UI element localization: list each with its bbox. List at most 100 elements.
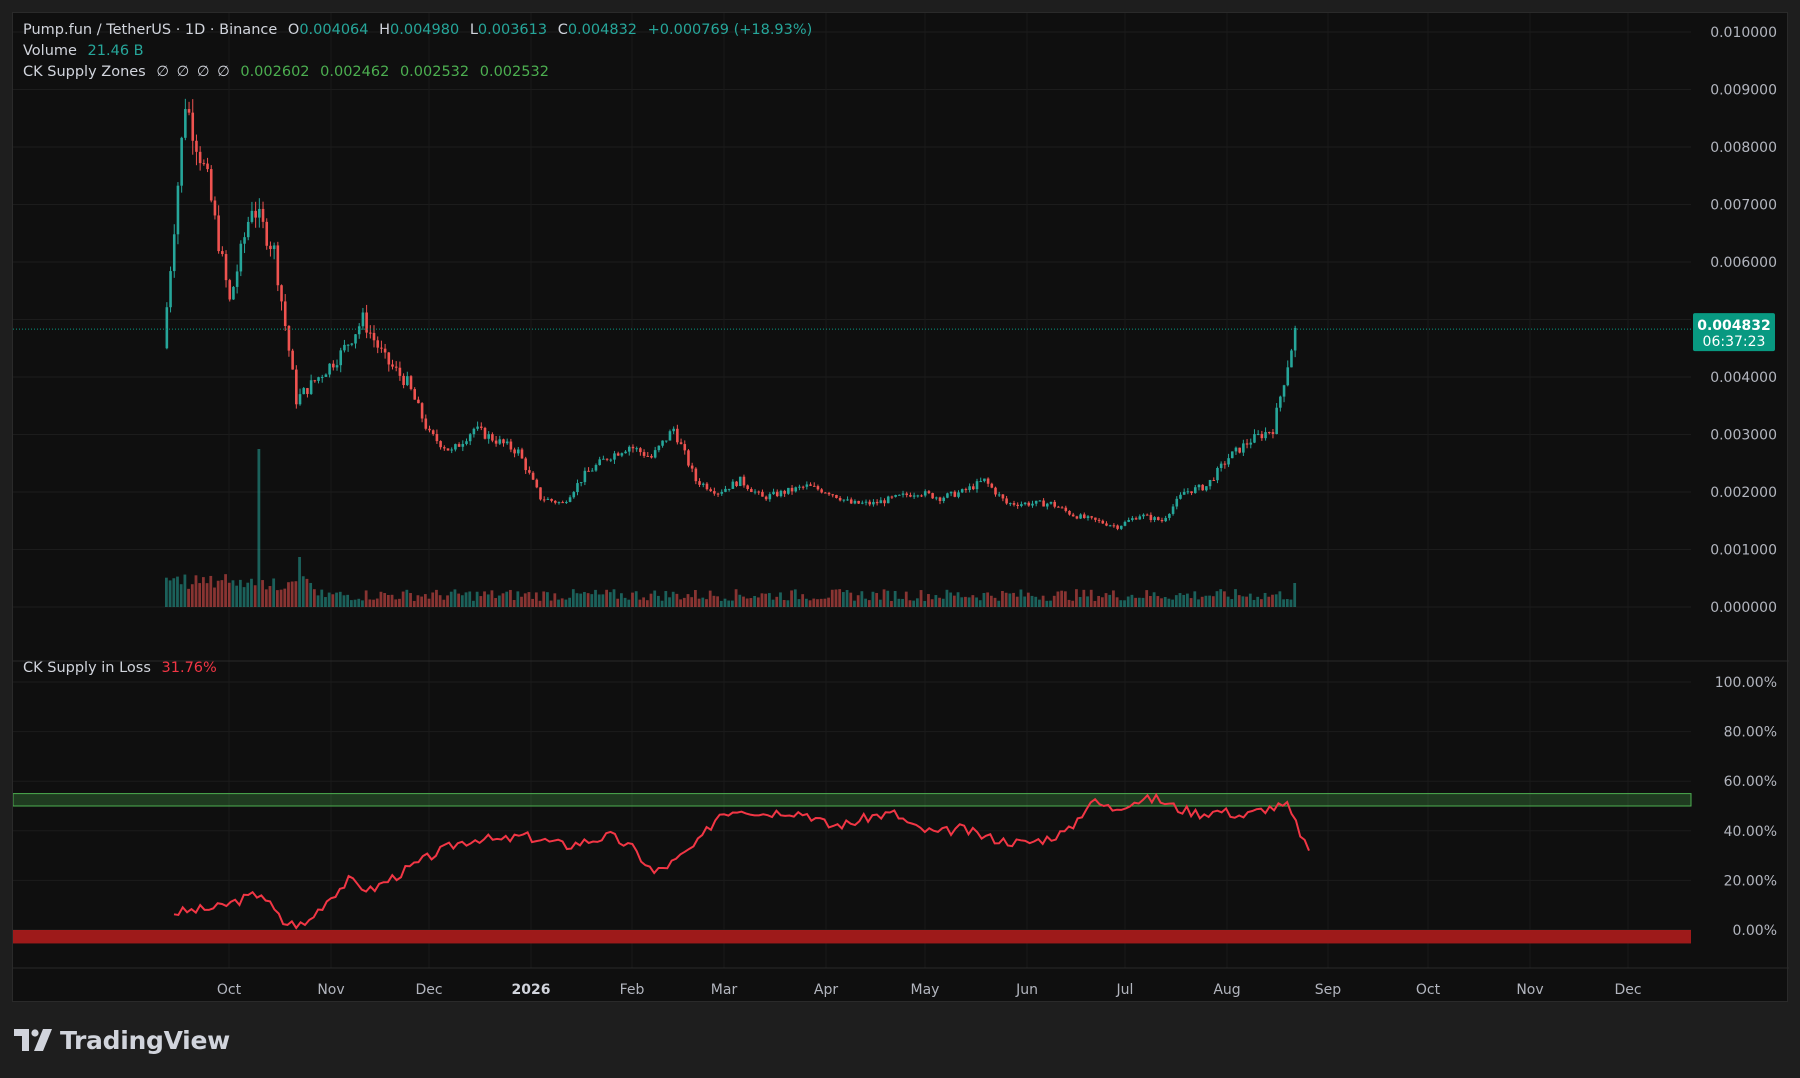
candle-body [701,483,705,485]
candle-body [528,470,531,473]
volume-bar [764,593,768,607]
supply-loss-legend[interactable]: CK Supply in Loss 31.76% [23,660,223,676]
tradingview-logo[interactable]: TradingView [14,1022,230,1058]
candle [875,499,879,506]
candle [550,498,553,503]
candle-body [661,440,664,446]
volume-bar [1200,596,1204,607]
candle [616,451,620,456]
volume-bar [997,600,1001,607]
candle [898,494,901,496]
volume-bar [353,599,357,607]
candle [1101,519,1105,524]
candle [953,490,957,498]
volume-bar [705,599,708,607]
candle-body [1053,501,1056,507]
volume-bar [1282,599,1285,607]
volume-bar [845,590,849,607]
candle-body [465,441,468,444]
candle-body [1290,350,1293,368]
candle [1249,438,1253,449]
candle-body [1256,433,1260,435]
volume-bar [320,589,324,607]
candle-body [413,389,417,400]
volume-bar [890,600,893,607]
volume-bar [853,600,856,607]
candle-body [1153,517,1156,521]
volume-bar [1230,599,1234,607]
volume-bar [1104,593,1108,607]
candle [1134,516,1138,520]
candle [794,486,798,493]
candle-body [1208,479,1212,487]
candle [1234,446,1238,455]
volume-bar [642,597,645,607]
volume-bar [213,587,216,607]
candle-body [380,347,383,349]
volume-bar [701,597,705,607]
volume-legend[interactable]: Volume 21.46 B [23,43,150,59]
volume-bar [812,598,816,607]
volume-bar [649,593,653,607]
candle [468,432,472,446]
volume-bar [938,597,941,607]
time-tick-label: Jul [1116,982,1134,998]
candle [539,487,542,501]
candle [357,323,361,339]
candle-body [1216,467,1219,481]
candle-body [1271,432,1275,434]
candle-body [487,434,490,439]
candle [631,444,635,453]
supply-zones-legend[interactable]: CK Supply Zones ∅ ∅ ∅ ∅ 0.002602 0.00246… [23,64,555,80]
candle [187,101,191,116]
candle [761,489,764,497]
candle [738,476,742,487]
candle-body [1020,504,1023,506]
volume-bar [557,599,560,607]
candle [868,499,872,507]
candle [935,496,938,501]
candle [1123,520,1127,527]
volume-bar [1226,596,1230,607]
candle [676,424,679,445]
candle [576,479,579,496]
candle-body [372,332,376,341]
candle [997,491,1001,497]
loss-tick-label: 20.00% [1724,873,1777,889]
volume-bar [1071,600,1075,607]
volume-bar [390,594,394,607]
candle [372,325,376,348]
candle-body [997,494,1001,496]
candle [1038,500,1042,502]
volume-bar [183,574,187,607]
candle-body [1101,520,1105,524]
loss-tick-label: 100.00% [1715,675,1777,691]
symbol-title[interactable]: Pump.fun / TetherUS · 1D · Binance [23,22,278,38]
candle [498,435,502,446]
candle-body [1267,432,1271,434]
candle-body [409,376,413,390]
candle [679,438,683,445]
volume-bar [1008,593,1012,607]
candle [232,286,235,300]
candle [1219,461,1223,472]
candle [1090,515,1093,520]
candle [1182,488,1186,495]
volume-bar [1086,596,1089,607]
candle-body [809,484,812,486]
candle [1079,513,1082,520]
volume-bar [349,600,353,607]
volume-bar [290,581,294,607]
candle [524,456,527,474]
candle-body [1145,514,1149,516]
candle [750,487,753,493]
candle-body [1001,494,1005,499]
candle [653,446,657,459]
volume-bar [412,600,416,607]
candle [983,478,986,483]
chart-frame[interactable]: 0.004832 06:37:23 0.000000 0.001000 0.002000… [12,12,1789,1003]
volume-bar [201,577,205,607]
volume-bar [190,584,194,607]
candle [894,494,897,498]
